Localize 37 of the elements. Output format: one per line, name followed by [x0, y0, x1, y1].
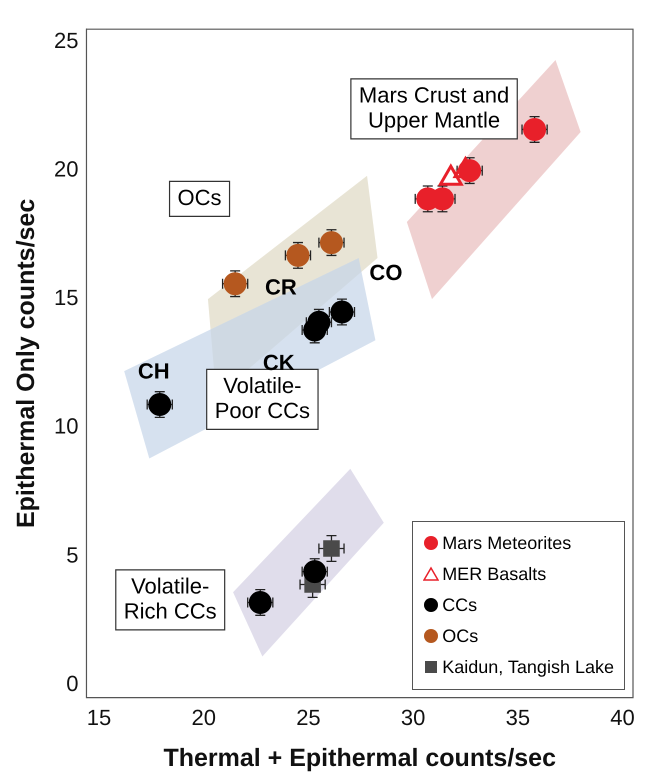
- legend-label: OCs: [442, 626, 478, 646]
- point: [224, 272, 247, 296]
- annotation: Volatile- Poor CCs: [214, 372, 310, 423]
- point: [248, 590, 272, 614]
- y-tick-label: 15: [54, 285, 78, 310]
- legend-label: Kaidun, Tangish Lake: [442, 656, 614, 677]
- x-tick-label: 40: [610, 704, 635, 730]
- y-tick-label: 10: [54, 414, 78, 439]
- annotation: Mars Crust and Upper Mantle: [358, 82, 510, 132]
- legend-label: MER Basalts: [442, 564, 546, 584]
- annotation: CK: [262, 350, 295, 376]
- point: [330, 300, 354, 324]
- point: [286, 244, 310, 267]
- annotation: OCs: [178, 184, 222, 210]
- legend-label: Mars Meteorites: [442, 532, 572, 553]
- annotation: CO: [369, 260, 402, 286]
- y-tick-label: 20: [54, 156, 78, 182]
- x-tick-label: 30: [400, 704, 426, 730]
- x-tick-label: 15: [86, 704, 112, 730]
- annotation: Volatile- Rich CCs: [124, 573, 217, 624]
- x-tick-label: 35: [506, 704, 530, 730]
- point: [148, 393, 172, 416]
- annotation: CH: [138, 358, 170, 384]
- point: [323, 540, 340, 557]
- x-tick-label: 25: [296, 704, 321, 730]
- y-tick-label: 5: [66, 542, 78, 568]
- point: [303, 560, 326, 584]
- x-tick-label: 20: [191, 704, 216, 730]
- y-tick-label: 0: [66, 670, 78, 696]
- y-axis-title: Epithermal Only counts/sec: [12, 198, 40, 528]
- y-tick-label: 25: [54, 28, 78, 54]
- point: [523, 118, 546, 141]
- legend-label: CCs: [442, 594, 478, 615]
- x-axis-title: Thermal + Epithermal counts/sec: [163, 744, 556, 772]
- point: [320, 231, 343, 254]
- annotation: CR: [265, 274, 297, 300]
- point: [458, 159, 482, 182]
